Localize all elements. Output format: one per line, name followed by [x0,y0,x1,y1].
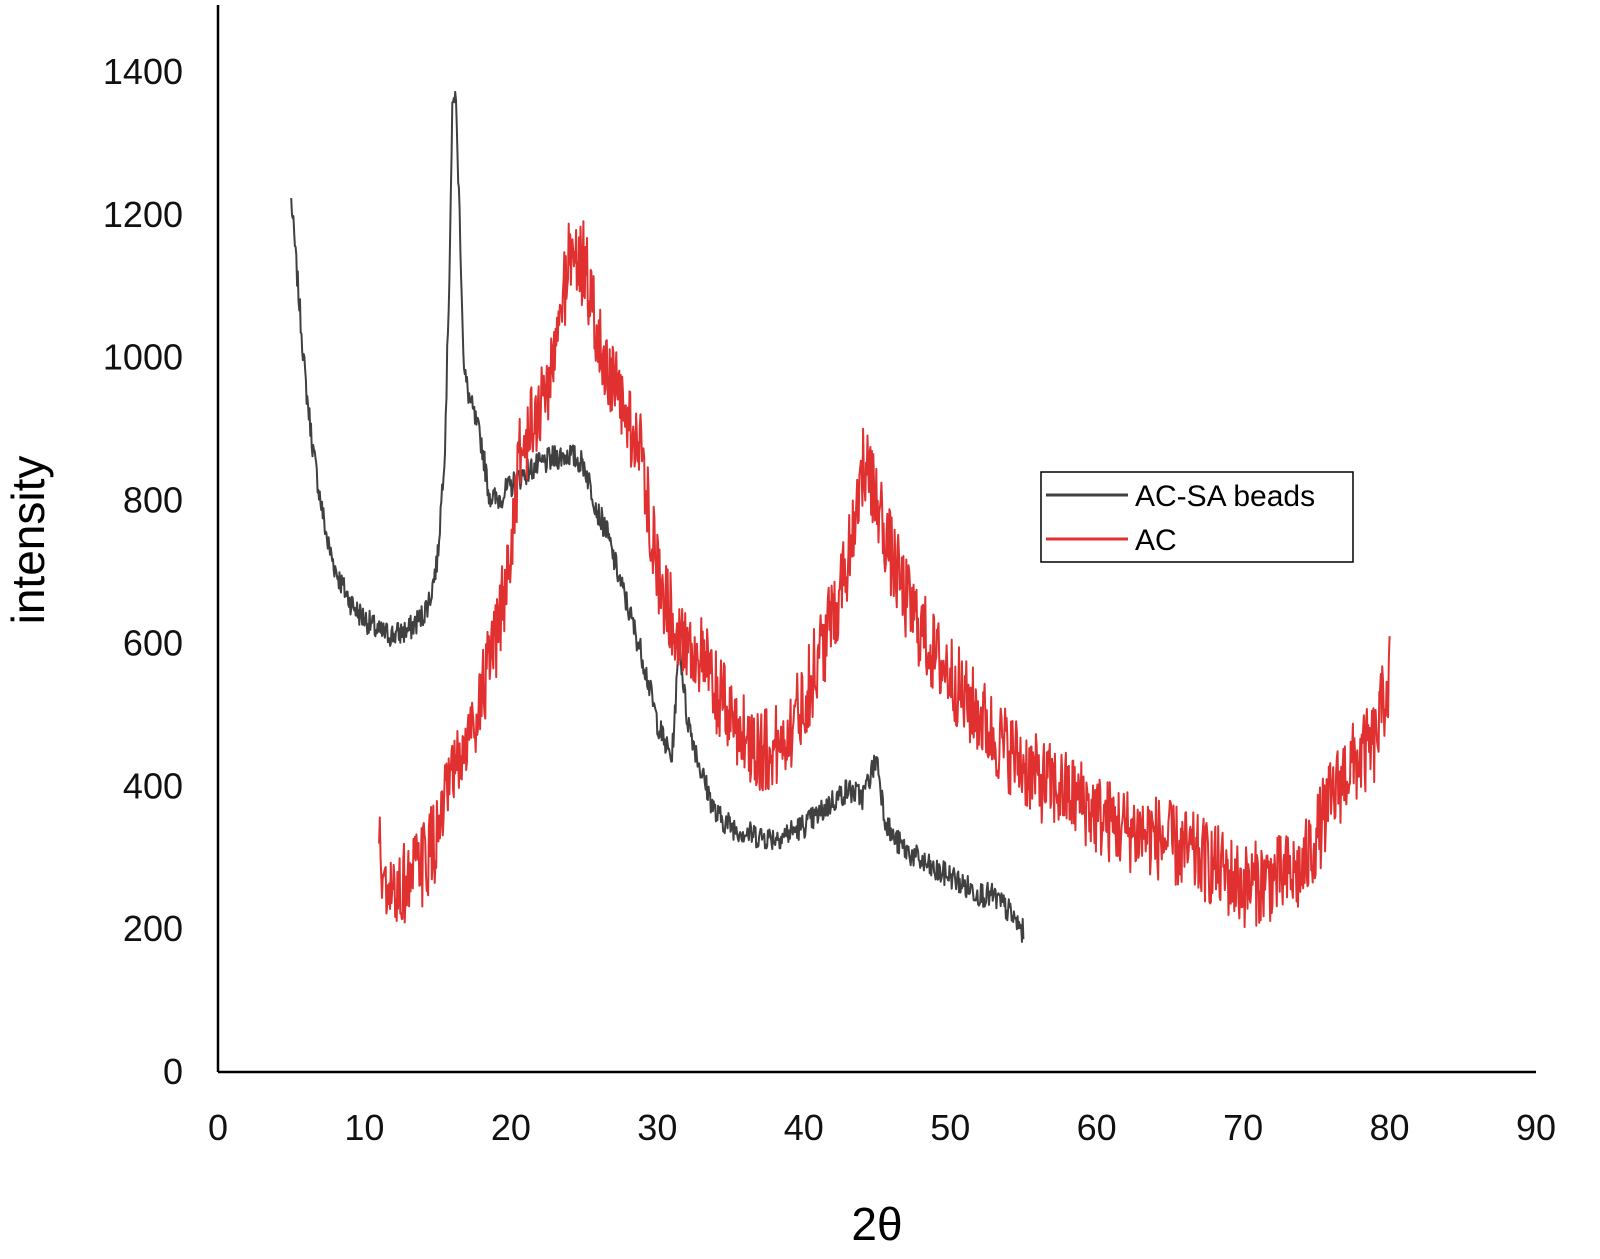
x-tick-labels: 0 10 20 30 40 50 60 70 80 90 [208,1107,1556,1148]
y-tick-labels: 0 200 400 600 800 1000 1200 1400 [103,51,183,1092]
x-tick-label: 0 [208,1107,228,1148]
x-tick-label: 10 [344,1107,384,1148]
series-line-ac-sa-beads [290,90,1025,943]
y-tick-label: 800 [123,480,183,521]
x-tick-label: 20 [491,1107,531,1148]
y-tick-label: 0 [163,1051,183,1092]
legend: AC-SA beads AC [1040,471,1354,563]
x-axis-title: 2θ [851,1198,902,1250]
x-tick-label: 90 [1516,1107,1556,1148]
y-tick-label: 400 [123,765,183,806]
x-tick-label: 60 [1077,1107,1117,1148]
legend-label-ac-sa-beads: AC-SA beads [1135,480,1315,513]
y-tick-label: 1000 [103,337,183,378]
legend-box [1040,471,1354,563]
y-tick-label: 1400 [103,51,183,92]
x-tick-label: 50 [930,1107,970,1148]
x-tick-label: 70 [1223,1107,1263,1148]
y-axis-title: intensity [2,456,54,625]
series-layer [290,90,1391,943]
x-tick-label: 80 [1370,1107,1410,1148]
series-line-ac [378,220,1391,929]
x-tick-label: 30 [637,1107,677,1148]
y-tick-label: 200 [123,908,183,949]
legend-label-ac: AC [1135,524,1177,557]
y-tick-label: 600 [123,622,183,663]
y-tick-label: 1200 [103,194,183,235]
x-tick-label: 40 [784,1107,824,1148]
